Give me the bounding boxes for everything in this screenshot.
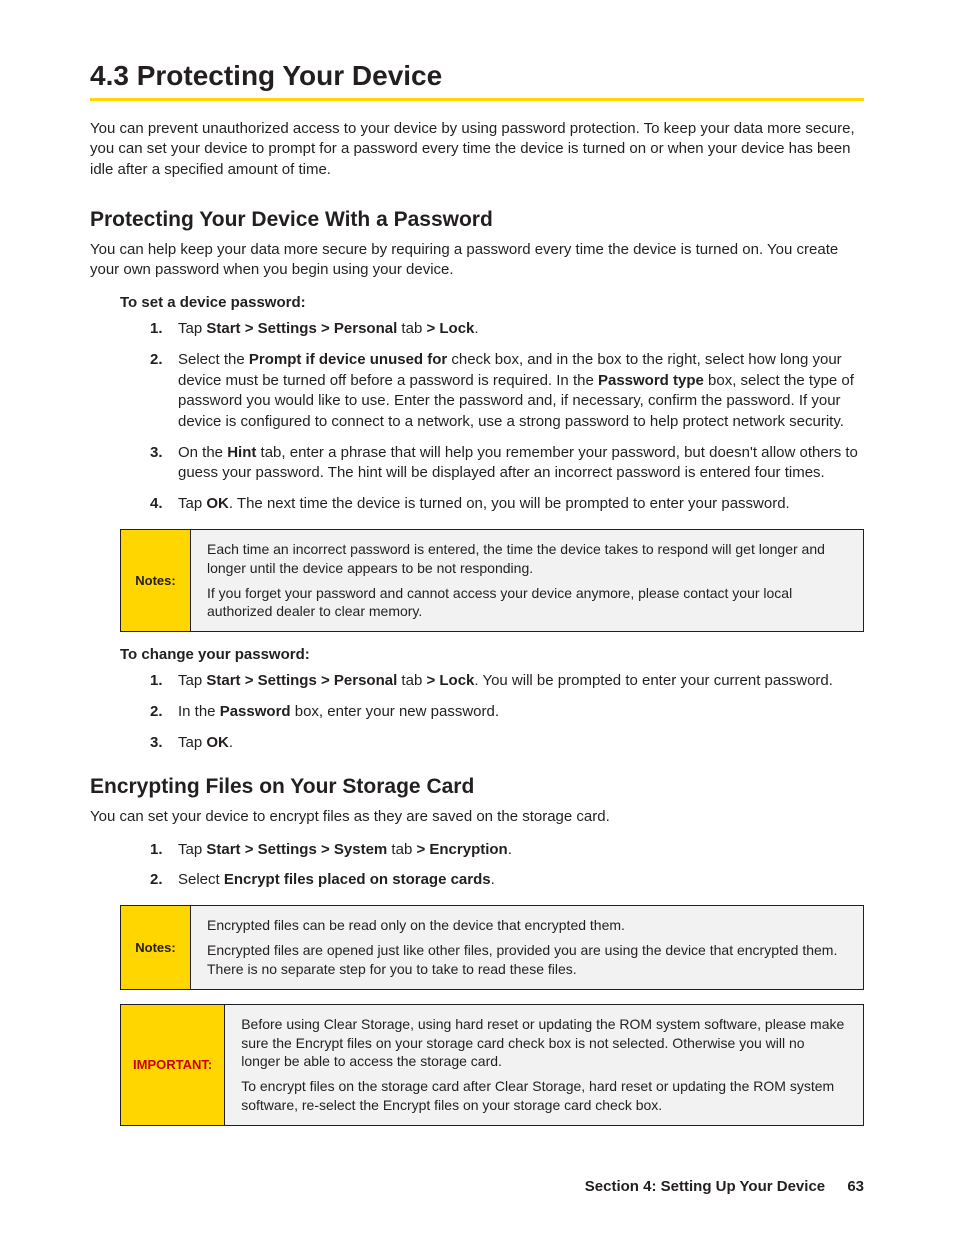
step-text: Tap Start > Settings > Personal tab > Lo… <box>178 320 479 337</box>
procedure-heading-change-password: To change your password: <box>120 646 864 663</box>
important-text: Before using Clear Storage, using hard r… <box>241 1015 847 1072</box>
important-body: Before using Clear Storage, using hard r… <box>225 1005 863 1125</box>
step-text: Tap OK. The next time the device is turn… <box>178 495 790 512</box>
step-number: 1. <box>150 319 163 340</box>
procedure-steps-change-password: 1. Tap Start > Settings > Personal tab >… <box>150 671 864 753</box>
notes-callout: Notes: Encrypted files can be read only … <box>120 905 864 990</box>
step: 3. Tap OK. <box>150 733 864 754</box>
step: 1. Tap Start > Settings > Personal tab >… <box>150 671 864 692</box>
page-footer: Section 4: Setting Up Your Device 63 <box>585 1178 864 1195</box>
step-text: In the Password box, enter your new pass… <box>178 703 499 720</box>
intro-paragraph: You can prevent unauthorized access to y… <box>90 119 864 180</box>
procedure-steps-encrypt: 1. Tap Start > Settings > System tab > E… <box>150 840 864 891</box>
footer-page-number: 63 <box>847 1178 864 1195</box>
step-text: Tap Start > Settings > Personal tab > Lo… <box>178 672 833 689</box>
important-callout: IMPORTANT: Before using Clear Storage, u… <box>120 1004 864 1126</box>
procedure-steps-set-password: 1. Tap Start > Settings > Personal tab >… <box>150 319 864 515</box>
notes-text: Encrypted files can be read only on the … <box>207 916 847 935</box>
step-text: Select the Prompt if device unused for c… <box>178 351 854 430</box>
step-number: 3. <box>150 443 163 464</box>
important-text: To encrypt files on the storage card aft… <box>241 1077 847 1115</box>
notes-callout: Notes: Each time an incorrect password i… <box>120 529 864 633</box>
section-body: You can set your device to encrypt files… <box>90 807 864 827</box>
step: 2. Select the Prompt if device unused fo… <box>150 350 864 433</box>
notes-label: Notes: <box>121 530 191 632</box>
footer-section-title: Section 4: Setting Up Your Device <box>585 1178 825 1195</box>
section-body: You can help keep your data more secure … <box>90 240 864 281</box>
step-number: 3. <box>150 733 163 754</box>
step: 2. In the Password box, enter your new p… <box>150 702 864 723</box>
step-number: 2. <box>150 702 163 723</box>
notes-label: Notes: <box>121 906 191 989</box>
notes-text: Each time an incorrect password is enter… <box>207 540 847 578</box>
step-text: On the Hint tab, enter a phrase that wil… <box>178 444 858 482</box>
important-label: IMPORTANT: <box>121 1005 225 1125</box>
step-number: 1. <box>150 840 163 861</box>
step: 2. Select Encrypt files placed on storag… <box>150 870 864 891</box>
step-text: Select Encrypt files placed on storage c… <box>178 871 495 888</box>
step-number: 2. <box>150 350 163 371</box>
procedure-heading-set-password: To set a device password: <box>120 294 864 311</box>
section-heading-encrypting: Encrypting Files on Your Storage Card <box>90 775 864 799</box>
step-number: 2. <box>150 870 163 891</box>
step-number: 1. <box>150 671 163 692</box>
step-text: Tap OK. <box>178 734 233 751</box>
section-heading-password: Protecting Your Device With a Password <box>90 208 864 232</box>
step: 3. On the Hint tab, enter a phrase that … <box>150 443 864 484</box>
step-text: Tap Start > Settings > System tab > Encr… <box>178 841 512 858</box>
step: 1. Tap Start > Settings > Personal tab >… <box>150 319 864 340</box>
step: 4. Tap OK. The next time the device is t… <box>150 494 864 515</box>
step-number: 4. <box>150 494 163 515</box>
notes-body: Each time an incorrect password is enter… <box>191 530 863 632</box>
notes-text: If you forget your password and cannot a… <box>207 584 847 622</box>
step: 1. Tap Start > Settings > System tab > E… <box>150 840 864 861</box>
notes-text: Encrypted files are opened just like oth… <box>207 941 847 979</box>
notes-body: Encrypted files can be read only on the … <box>191 906 863 989</box>
page-heading: 4.3 Protecting Your Device <box>90 60 864 101</box>
